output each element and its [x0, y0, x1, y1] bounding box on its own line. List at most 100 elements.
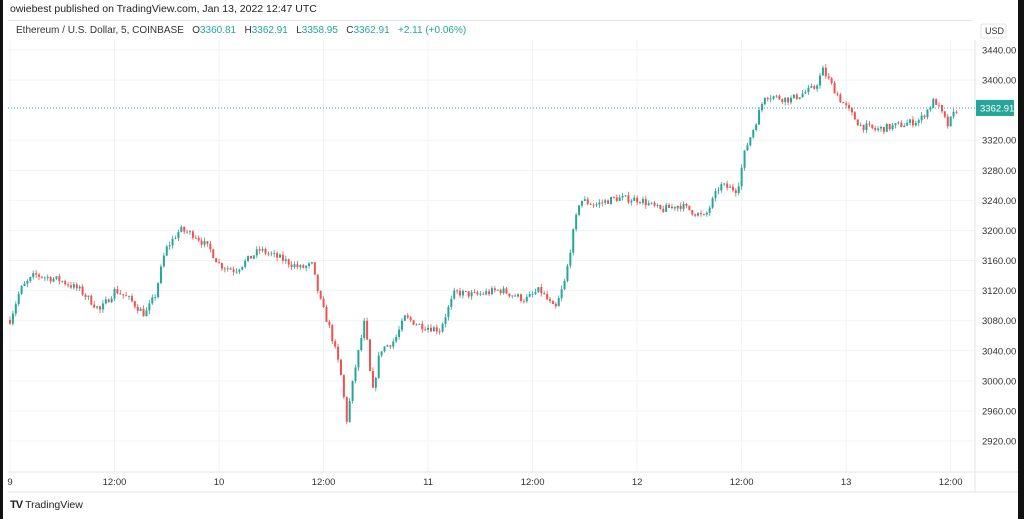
candle-body: [627, 195, 630, 203]
candle-body: [824, 67, 827, 77]
symbol-name[interactable]: Ethereum / U.S. Dollar, 5, COINBASE: [16, 25, 184, 36]
candle-body: [946, 116, 949, 127]
candle-body: [708, 207, 711, 213]
candle-body: [345, 397, 348, 422]
candle-body: [502, 288, 505, 294]
candle-body: [859, 124, 862, 126]
candle-body: [191, 231, 194, 238]
candle-body: [505, 288, 508, 294]
candle-body: [554, 303, 557, 307]
candle-body: [575, 214, 578, 230]
candle-body: [116, 289, 119, 294]
candle-body: [668, 204, 671, 208]
candle-body: [325, 307, 328, 322]
candle-body: [763, 97, 766, 105]
candle-body: [717, 190, 720, 192]
candle-body: [96, 306, 99, 308]
y-tick-label: 3280.00: [982, 166, 1016, 177]
currency-label: USD: [985, 26, 1005, 36]
candle-body: [496, 289, 499, 291]
candle-body: [322, 298, 325, 308]
candle-body: [90, 295, 93, 305]
candle-body: [133, 301, 136, 307]
candle-body: [740, 167, 743, 187]
x-tick-label: 12:00: [939, 477, 963, 488]
candle-body: [737, 186, 740, 194]
candle-body: [189, 231, 192, 233]
candle-body: [305, 265, 308, 268]
candle-body: [929, 107, 932, 110]
candle-body: [377, 355, 380, 378]
candle-body: [630, 200, 633, 203]
tradingview-logo-icon: TV: [10, 499, 23, 511]
candle-body: [720, 184, 723, 191]
candle-body: [714, 191, 717, 199]
candle-body: [351, 380, 354, 401]
x-tick-label: 12:00: [730, 477, 754, 488]
candle-body: [938, 104, 941, 106]
low-value: 3358.95: [301, 25, 338, 36]
candle-body: [26, 280, 29, 284]
candle-body: [653, 202, 656, 206]
candle-body: [746, 145, 749, 151]
candle-body: [99, 306, 102, 310]
y-tick-label: 3120.00: [982, 286, 1016, 297]
candle-body: [464, 290, 467, 292]
candle-body: [804, 92, 807, 94]
candle-body: [337, 346, 340, 360]
candle-body: [369, 339, 372, 371]
candle-body: [354, 367, 357, 381]
candle-body: [52, 278, 55, 282]
candle-body: [255, 249, 258, 256]
candle-body: [920, 115, 923, 121]
candle-body: [154, 297, 157, 298]
candle-body: [157, 283, 160, 298]
candle-body: [220, 263, 223, 269]
candle-body: [519, 294, 522, 301]
candle-body: [450, 298, 453, 307]
tradingview-logo[interactable]: TV TradingView: [10, 499, 83, 511]
candle-body: [212, 249, 215, 259]
candle-body: [685, 203, 688, 206]
candle-body: [186, 231, 189, 233]
y-tick-label: 3160.00: [982, 256, 1016, 267]
candle-body: [490, 288, 493, 295]
candle-body: [743, 150, 746, 168]
candle-body: [279, 254, 282, 258]
candle-body: [836, 93, 839, 95]
x-tick-label: 13: [841, 477, 852, 488]
candle-body: [537, 287, 540, 293]
candle-body: [284, 259, 287, 261]
high-value: 3362.91: [251, 25, 288, 36]
candle-body: [313, 262, 316, 275]
y-tick-label: 3200.00: [982, 226, 1016, 237]
candle-body: [787, 97, 790, 103]
candle-body: [865, 123, 868, 130]
candle-body: [932, 99, 935, 108]
y-tick-label: 2920.00: [982, 437, 1016, 448]
candle-body: [723, 183, 726, 185]
candle-body: [32, 273, 35, 278]
candle-body: [429, 327, 432, 332]
candle-body: [665, 204, 668, 212]
candle-body: [917, 120, 920, 123]
candle-body: [580, 200, 583, 206]
candle-body: [694, 214, 697, 216]
candle-body: [641, 199, 644, 203]
candle-body: [551, 301, 554, 304]
candle-body: [403, 315, 406, 321]
candle-body: [485, 291, 488, 295]
candle-body: [374, 377, 377, 388]
candle-body: [662, 208, 665, 212]
candle-body: [441, 323, 444, 332]
candle-body: [20, 286, 23, 294]
candle-body: [177, 231, 180, 239]
candle-body: [888, 123, 891, 130]
candle-body: [775, 95, 778, 97]
candle-body: [223, 268, 226, 270]
candle-body: [72, 284, 75, 288]
low-label: L: [296, 25, 302, 36]
candle-body: [151, 297, 154, 304]
candle-body: [331, 325, 334, 342]
